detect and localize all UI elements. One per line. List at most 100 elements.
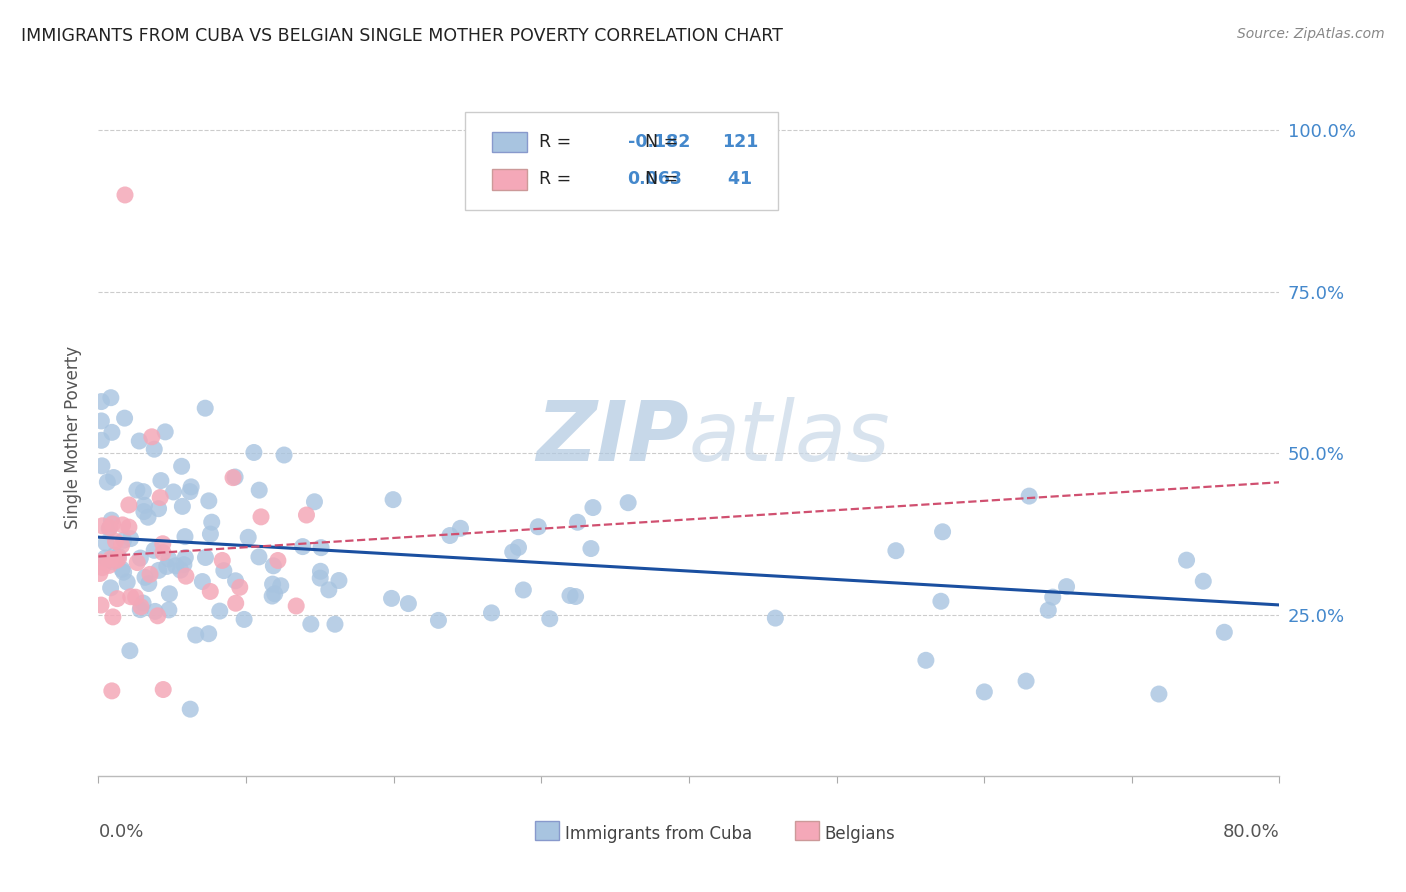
Point: [90, 598, 112, 612]
Point: [157, 587, 180, 601]
Point: [107, 551, 129, 566]
Point: [304, 495, 326, 509]
Point: [1175, 553, 1198, 567]
Point: [138, 576, 160, 591]
Point: [148, 563, 170, 577]
Point: [101, 684, 124, 698]
Point: [197, 626, 219, 640]
Point: [309, 541, 332, 555]
Point: [1147, 687, 1170, 701]
Text: -0.182: -0.182: [627, 133, 690, 151]
Point: [152, 682, 174, 697]
Point: [291, 540, 314, 554]
Point: [129, 599, 152, 614]
Point: [222, 470, 245, 484]
Point: [1038, 603, 1060, 617]
Text: 80.0%: 80.0%: [1223, 823, 1279, 841]
Point: [208, 604, 231, 618]
Point: [104, 548, 127, 562]
Point: [225, 574, 247, 588]
Point: [98, 520, 121, 534]
Point: [125, 483, 148, 497]
Text: ZIP: ZIP: [536, 397, 689, 477]
Point: [184, 628, 207, 642]
Point: [118, 498, 141, 512]
Point: [143, 442, 166, 457]
Point: [439, 528, 461, 542]
Point: [101, 425, 124, 440]
Point: [929, 594, 952, 608]
Point: [243, 445, 266, 459]
Point: [931, 524, 953, 539]
Point: [91, 458, 114, 473]
Point: [973, 685, 995, 699]
Point: [617, 496, 640, 510]
Point: [105, 591, 128, 606]
Point: [165, 558, 187, 573]
Point: [212, 564, 235, 578]
Text: Immigrants from Cuba: Immigrants from Cuba: [565, 825, 752, 843]
Point: [273, 448, 295, 462]
Point: [114, 188, 136, 202]
Point: [104, 534, 127, 549]
Point: [170, 459, 193, 474]
Text: atlas: atlas: [689, 397, 890, 477]
Point: [263, 587, 285, 601]
Point: [120, 532, 142, 546]
Point: [270, 579, 292, 593]
Point: [262, 589, 284, 603]
Point: [101, 555, 124, 569]
Point: [247, 549, 270, 564]
Point: [309, 564, 332, 578]
Point: [512, 582, 534, 597]
Point: [179, 484, 201, 499]
Point: [132, 505, 155, 519]
Point: [101, 516, 124, 531]
Point: [318, 582, 340, 597]
Point: [100, 391, 122, 405]
Point: [143, 543, 166, 558]
Point: [328, 574, 350, 588]
Point: [173, 558, 195, 572]
Text: R =: R =: [538, 170, 571, 188]
Point: [174, 550, 197, 565]
Point: [149, 491, 172, 505]
Point: [132, 596, 155, 610]
Text: 0.063: 0.063: [627, 170, 682, 188]
Point: [502, 545, 524, 559]
Bar: [492, 169, 527, 190]
Point: [267, 553, 290, 567]
Point: [90, 414, 112, 428]
Point: [98, 522, 121, 536]
Point: [299, 617, 322, 632]
Point: [162, 484, 184, 499]
Point: [134, 570, 156, 584]
Point: [111, 562, 134, 576]
Point: [100, 552, 122, 566]
Point: [1056, 580, 1078, 594]
Point: [191, 574, 214, 589]
Point: [198, 494, 221, 508]
Point: [262, 577, 284, 591]
Point: [180, 480, 202, 494]
Point: [194, 401, 217, 416]
Point: [101, 610, 124, 624]
Text: 121: 121: [723, 133, 758, 151]
Point: [1042, 590, 1064, 604]
Point: [579, 541, 602, 556]
Point: [89, 555, 111, 569]
Point: [157, 552, 180, 566]
Text: R =: R =: [538, 133, 571, 151]
Point: [146, 608, 169, 623]
Point: [112, 565, 135, 579]
Point: [527, 520, 550, 534]
Point: [1018, 489, 1040, 503]
Point: [148, 501, 170, 516]
Point: [100, 513, 122, 527]
Point: [90, 434, 112, 448]
Point: [156, 559, 179, 574]
Point: [124, 590, 146, 604]
Bar: [536, 822, 560, 840]
Point: [233, 612, 256, 626]
Point: [179, 702, 201, 716]
